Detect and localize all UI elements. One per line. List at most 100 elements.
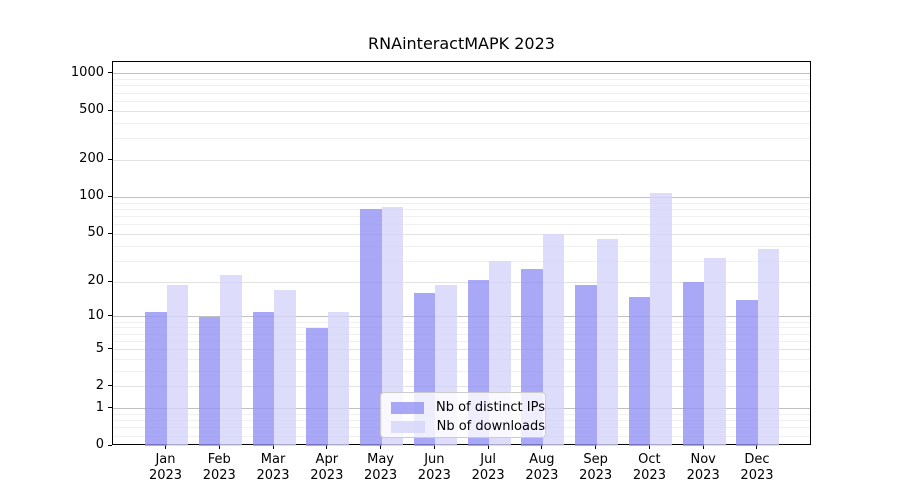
y-tick-mark: [108, 72, 112, 74]
gridline: [113, 208, 810, 210]
bar-downloads-mar-2023: [274, 290, 296, 446]
gridline: [113, 85, 810, 87]
gridline: [113, 327, 810, 329]
y-tick-label: 50: [87, 225, 104, 241]
y-tick-mark: [108, 444, 112, 446]
gridline: [113, 316, 810, 318]
y-tick-label: 100: [79, 188, 104, 204]
legend-item-downloads: Nb of downloads: [391, 417, 545, 436]
gridline: [113, 202, 810, 204]
gridline: [113, 224, 810, 226]
legend-label-downloads: Nb of downloads: [436, 419, 545, 434]
x-tick-mark: [595, 445, 597, 449]
bar-distinct-ips-apr-2023: [306, 327, 328, 446]
gridline: [113, 370, 810, 372]
x-tick-label: Jul 2023: [471, 452, 505, 483]
x-tick-mark: [541, 445, 543, 449]
bar-downloads-aug-2023: [542, 234, 565, 446]
y-tick-mark: [108, 407, 112, 409]
x-tick-label: Jan 2023: [148, 452, 183, 483]
y-tick-mark: [108, 158, 112, 160]
y-tick-mark: [108, 195, 112, 197]
gridline: [113, 92, 810, 94]
y-tick-label: 2: [95, 377, 104, 393]
chart-title: RNAinteractMAPK 2023: [368, 34, 555, 53]
y-tick-label: 1000: [70, 64, 104, 80]
x-tick-label: Sep 2023: [579, 452, 613, 483]
gridline: [113, 100, 810, 102]
x-tick-label: May 2023: [364, 452, 398, 483]
y-tick-label: 5: [95, 340, 104, 356]
bar-downloads-nov-2023: [704, 257, 726, 446]
y-tick-label: 0: [95, 437, 104, 452]
y-tick-mark: [108, 280, 112, 282]
plot-area: [112, 61, 811, 446]
x-tick-mark: [756, 445, 758, 449]
y-tick-mark: [108, 109, 112, 111]
x-tick-mark: [380, 445, 382, 449]
x-tick-label: Mar 2023: [256, 452, 290, 483]
y-tick-label: 1: [95, 399, 104, 415]
x-tick-label: Feb 2023: [202, 452, 236, 483]
y-tick-mark: [108, 232, 112, 234]
gridline: [113, 245, 810, 247]
gridline: [113, 73, 810, 75]
gridline: [113, 233, 810, 235]
y-tick-mark: [108, 385, 112, 387]
bar-distinct-ips-nov-2023: [682, 282, 705, 446]
x-tick-label: Nov 2023: [686, 452, 720, 483]
gridline: [113, 196, 810, 198]
x-tick-label: Aug 2023: [525, 452, 559, 483]
bar-distinct-ips-may-2023: [360, 209, 382, 446]
y-tick-label: 500: [79, 102, 104, 118]
bar-distinct-ips-jan-2023: [145, 312, 167, 446]
gridline: [113, 215, 810, 217]
x-tick-mark: [165, 445, 166, 449]
gridline: [113, 159, 810, 161]
legend-swatch-downloads-icon: [391, 420, 425, 433]
x-tick-mark: [218, 445, 220, 449]
gridline: [113, 110, 810, 112]
gridline: [113, 333, 810, 335]
gridline: [113, 281, 810, 283]
y-tick-mark: [108, 348, 112, 349]
x-tick-mark: [648, 445, 650, 449]
gridline: [113, 340, 810, 342]
gridline: [113, 349, 810, 350]
legend-label-distinct-ips: Nb of distinct IPs: [436, 400, 545, 415]
legend: Nb of distinct IPs Nb of downloads: [380, 392, 546, 438]
x-tick-mark: [487, 445, 489, 449]
bar-distinct-ips-mar-2023: [252, 312, 275, 446]
bar-downloads-oct-2023: [650, 192, 672, 446]
x-tick-label: Oct 2023: [632, 452, 666, 483]
legend-swatch-distinct-ips-icon: [391, 401, 425, 414]
gridline: [113, 122, 810, 124]
bar-distinct-ips-sep-2023: [575, 284, 597, 446]
bar-downloads-feb-2023: [220, 274, 242, 446]
x-tick-label: Apr 2023: [310, 452, 344, 483]
legend-item-distinct-ips: Nb of distinct IPs: [391, 398, 545, 417]
x-tick-mark: [702, 445, 704, 449]
gridline: [113, 260, 810, 262]
bar-downloads-may-2023: [381, 206, 404, 446]
gridline: [113, 358, 810, 360]
bar-downloads-apr-2023: [327, 312, 350, 446]
x-tick-label: Jun 2023: [417, 452, 451, 483]
bar-distinct-ips-feb-2023: [198, 316, 221, 446]
x-tick-mark: [433, 445, 435, 449]
bar-downloads-jan-2023: [166, 284, 188, 446]
x-tick-label: Dec 2023: [740, 452, 774, 483]
gridline: [113, 386, 810, 388]
gridline: [113, 138, 810, 140]
gridline: [113, 79, 810, 81]
y-tick-label: 10: [87, 307, 104, 323]
y-tick-label: 200: [79, 151, 104, 167]
bar-downloads-dec-2023: [757, 248, 780, 446]
y-tick-mark: [108, 315, 112, 317]
bar-distinct-ips-oct-2023: [628, 296, 651, 446]
bar-downloads-sep-2023: [596, 238, 619, 446]
gridline: [113, 321, 810, 323]
x-tick-mark: [326, 445, 328, 449]
y-tick-label: 20: [87, 273, 104, 289]
